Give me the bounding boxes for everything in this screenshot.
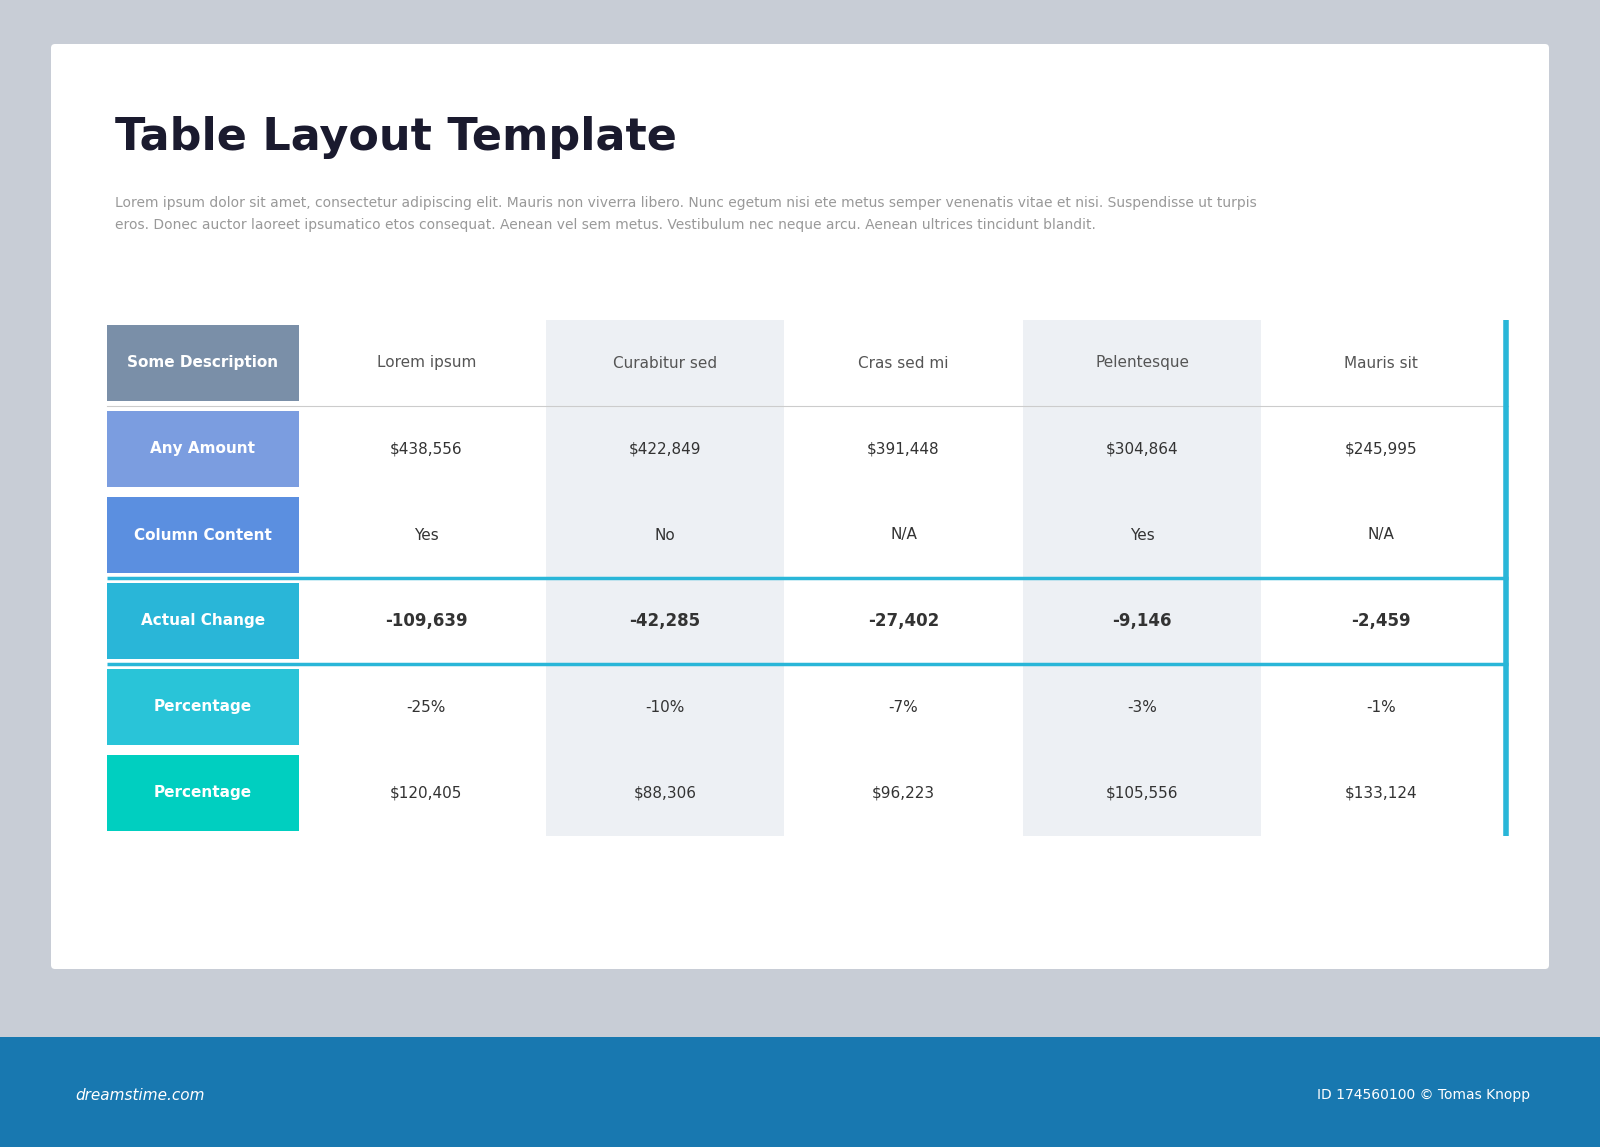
Bar [107, 755, 299, 830]
Text: Percentage: Percentage [154, 700, 253, 715]
Text: Pelentesque: Pelentesque [1094, 356, 1189, 370]
Bar [0, 1037, 1600, 1147]
Text: Yes: Yes [1130, 528, 1155, 543]
Text: -2,459: -2,459 [1350, 612, 1411, 630]
Text: -109,639: -109,639 [386, 612, 467, 630]
Text: ID 174560100 © Tomas Knopp: ID 174560100 © Tomas Knopp [1317, 1089, 1530, 1102]
Text: Lorem ipsum: Lorem ipsum [376, 356, 475, 370]
Bar [546, 320, 784, 836]
Text: $245,995: $245,995 [1344, 442, 1418, 457]
Text: Curabitur sed: Curabitur sed [613, 356, 717, 370]
Text: Table Layout Template: Table Layout Template [115, 116, 677, 159]
Text: -27,402: -27,402 [867, 612, 939, 630]
Text: $88,306: $88,306 [634, 786, 696, 801]
FancyBboxPatch shape [51, 44, 1549, 969]
Text: Lorem ipsum dolor sit amet, consectetur adipiscing elit. Mauris non viverra libe: Lorem ipsum dolor sit amet, consectetur … [115, 196, 1256, 232]
Text: $304,864: $304,864 [1106, 442, 1179, 457]
Text: N/A: N/A [1368, 528, 1394, 543]
Bar [107, 583, 299, 660]
Bar [107, 411, 299, 487]
Text: -10%: -10% [645, 700, 685, 715]
Text: $422,849: $422,849 [629, 442, 701, 457]
Text: Yes: Yes [414, 528, 438, 543]
Text: Cras sed mi: Cras sed mi [858, 356, 949, 370]
Text: N/A: N/A [890, 528, 917, 543]
Text: $105,556: $105,556 [1106, 786, 1178, 801]
Text: $438,556: $438,556 [390, 442, 462, 457]
Bar [107, 325, 299, 401]
Text: -25%: -25% [406, 700, 446, 715]
Text: Column Content: Column Content [134, 528, 272, 543]
Text: -3%: -3% [1126, 700, 1157, 715]
Text: $120,405: $120,405 [390, 786, 462, 801]
Text: $96,223: $96,223 [872, 786, 934, 801]
Text: Actual Change: Actual Change [141, 614, 266, 629]
Text: -42,285: -42,285 [629, 612, 701, 630]
Text: -7%: -7% [888, 700, 918, 715]
Text: No: No [654, 528, 675, 543]
Text: dreamstime.com: dreamstime.com [75, 1087, 205, 1102]
Text: $391,448: $391,448 [867, 442, 939, 457]
Text: Percentage: Percentage [154, 786, 253, 801]
Text: Any Amount: Any Amount [150, 442, 256, 457]
Text: Some Description: Some Description [128, 356, 278, 370]
Bar [107, 497, 299, 574]
Bar [107, 669, 299, 746]
Text: Mauris sit: Mauris sit [1344, 356, 1418, 370]
Bar [1022, 320, 1261, 836]
Text: -9,146: -9,146 [1112, 612, 1171, 630]
Text: $133,124: $133,124 [1344, 786, 1418, 801]
Text: -1%: -1% [1366, 700, 1395, 715]
